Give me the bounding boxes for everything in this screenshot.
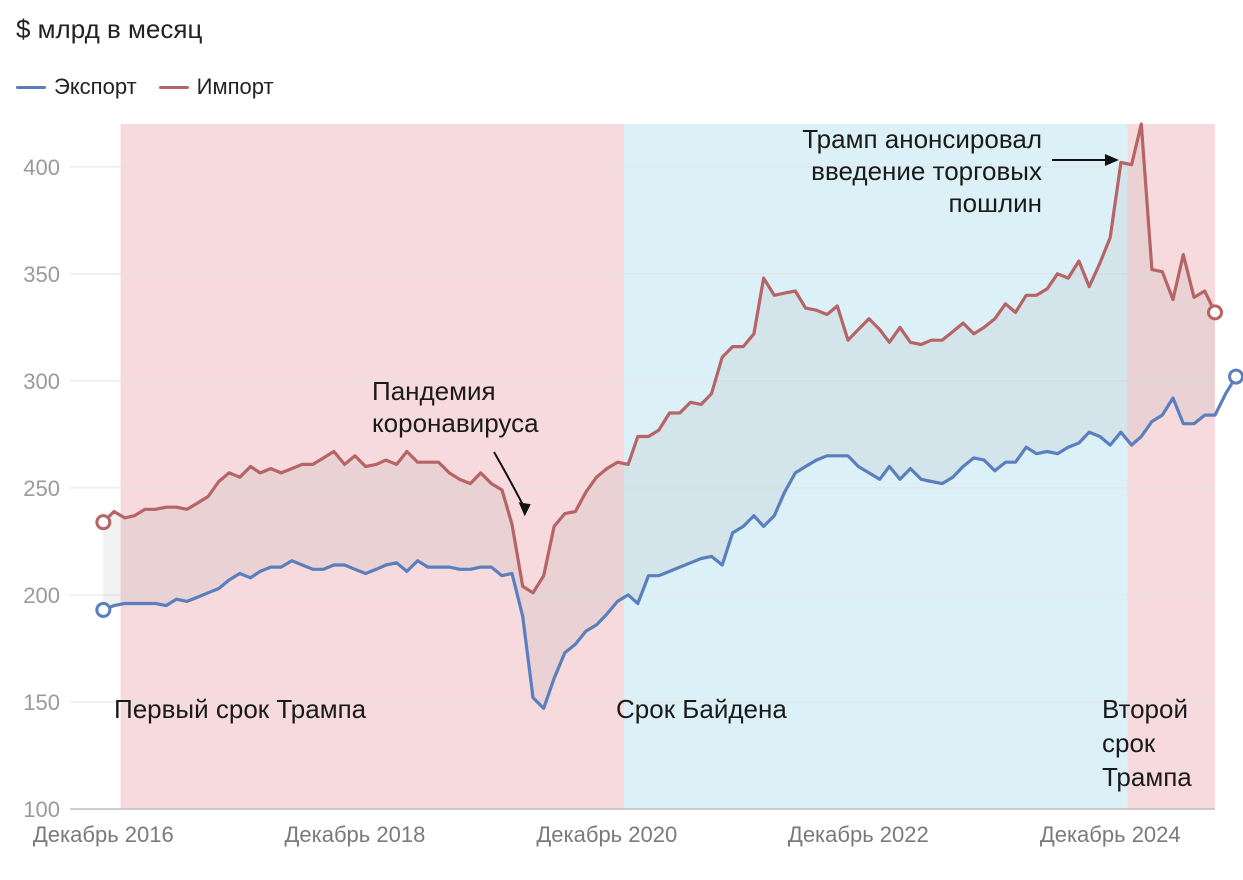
x-tick-label: Декабрь 2016 — [33, 822, 174, 847]
x-tick-label: Декабрь 2020 — [536, 822, 677, 847]
point-export-start — [95, 601, 112, 618]
legend-item-export: Экспорт — [16, 74, 137, 100]
legend-item-import: Импорт — [158, 74, 274, 100]
point-import-end — [1207, 304, 1223, 321]
series-lines — [95, 122, 1243, 710]
y-axis: 100 150 200 250 300 350 400 — [23, 155, 60, 822]
x-tick-label: Декабрь 2018 — [284, 822, 425, 847]
period-label-first-trump: Первый срок Трампа — [114, 694, 367, 724]
annotation-arrow-pandemic — [493, 451, 526, 509]
annotation-arrowhead-tariffs — [1104, 154, 1119, 166]
period-band-2 — [1127, 124, 1215, 809]
y-tick-label: 300 — [23, 369, 60, 394]
period-labels: Первый срок Трампа Срок Байдена Второй срок… — [114, 694, 1192, 792]
annotation-tariffs: Трамп анонсировал введение торговых пошлин — [802, 124, 1042, 218]
x-tick-label: Декабрь 2022 — [788, 822, 929, 847]
legend: Экспорт Импорт — [16, 74, 274, 100]
gridlines — [70, 166, 1215, 810]
annotation-pandemic: Пандемия коронавируса — [372, 376, 539, 438]
legend-label-import: Импорт — [196, 74, 274, 99]
legend-label-export: Экспорт — [54, 74, 137, 99]
legend-swatch-export — [16, 85, 46, 89]
gap-fill — [103, 124, 1215, 709]
y-tick-label: 250 — [23, 476, 60, 501]
x-tick-label: Декабрь 2024 — [1040, 822, 1181, 847]
y-axis-title: $ млрд в месяц — [16, 14, 203, 44]
y-tick-label: 150 — [23, 690, 60, 715]
point-export-end — [1228, 368, 1243, 385]
period-label-second-trump: Второй срок Трампа — [1102, 694, 1192, 792]
export-import-gap-area — [103, 124, 1215, 709]
y-tick-label: 200 — [23, 583, 60, 608]
y-tick-label: 400 — [23, 155, 60, 180]
period-label-biden: Срок Байдена — [616, 694, 787, 724]
point-import-start — [95, 514, 112, 531]
period-band-1 — [624, 124, 1128, 809]
series-line-import — [102, 122, 1217, 595]
x-axis: Декабрь 2016 Декабрь 2018 Декабрь 2020 Дека… — [33, 822, 1181, 847]
y-tick-label: 100 — [23, 797, 60, 822]
period-bands — [120, 124, 1215, 809]
legend-swatch-import — [158, 85, 189, 89]
annotation-arrowhead-pandemic — [518, 502, 531, 517]
annotations: Пандемия коронавируса Трамп анонсировал вве… — [372, 124, 1119, 517]
series-line-export — [102, 375, 1238, 710]
y-tick-label: 350 — [23, 262, 60, 287]
